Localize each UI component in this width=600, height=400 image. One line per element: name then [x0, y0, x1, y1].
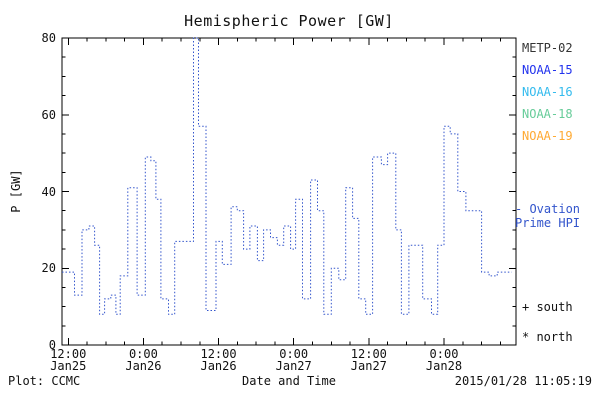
ovation-prime-hpi-label: - Ovation Prime HPI	[515, 202, 599, 230]
x-tick-date: Jan26	[125, 359, 162, 373]
x-tick-time: 12:00	[350, 347, 387, 361]
x-tick-time: 0:00	[128, 347, 158, 361]
x-tick-date: Jan27	[275, 359, 312, 373]
x-tick-date: Jan26	[200, 359, 237, 373]
x-tick-label: 12:00 Jan26	[189, 348, 249, 372]
ovation-line1: - Ovation	[515, 202, 581, 216]
south-marker-label: + south	[522, 300, 573, 314]
north-marker-label: * north	[522, 330, 573, 344]
x-tick-date: Jan27	[350, 359, 387, 373]
x-tick-date: Jan25	[50, 359, 87, 373]
x-tick-time: 12:00	[50, 347, 87, 361]
x-tick-label: 12:00 Jan25	[38, 348, 98, 372]
y-tick-label: 0	[48, 338, 56, 352]
x-tick-label: 12:00 Jan27	[339, 348, 399, 372]
legend-item-metp02: METP-02	[522, 41, 573, 55]
chart-title: Hemispheric Power [GW]	[184, 12, 394, 30]
legend-item-noaa18: NOAA-18	[522, 107, 573, 121]
y-tick-label: 40	[41, 184, 56, 199]
y-tick-label: 20	[41, 261, 56, 276]
x-axis-label: Date and Time	[242, 374, 336, 388]
y-tick-label: 80	[41, 31, 56, 45]
x-tick-time: 12:00	[200, 347, 237, 361]
x-tick-label: 0:00 Jan26	[113, 348, 173, 372]
legend-item-noaa19: NOAA-19	[522, 129, 573, 143]
legend-item-noaa15: NOAA-15	[522, 63, 573, 77]
x-tick-time: 0:00	[429, 347, 459, 361]
plot-credit: Plot: CCMC	[8, 374, 81, 388]
y-tick-label: 60	[41, 107, 56, 122]
x-tick-label: 0:00 Jan28	[414, 348, 474, 372]
plot-timestamp: 2015/01/28 11:05:19	[454, 374, 592, 388]
legend-item-noaa16: NOAA-16	[522, 85, 573, 99]
x-tick-time: 0:00	[279, 347, 309, 361]
ovation-line2: Prime HPI	[515, 216, 581, 230]
x-tick-date: Jan28	[425, 359, 463, 373]
x-tick-label: 0:00 Jan27	[264, 348, 324, 372]
